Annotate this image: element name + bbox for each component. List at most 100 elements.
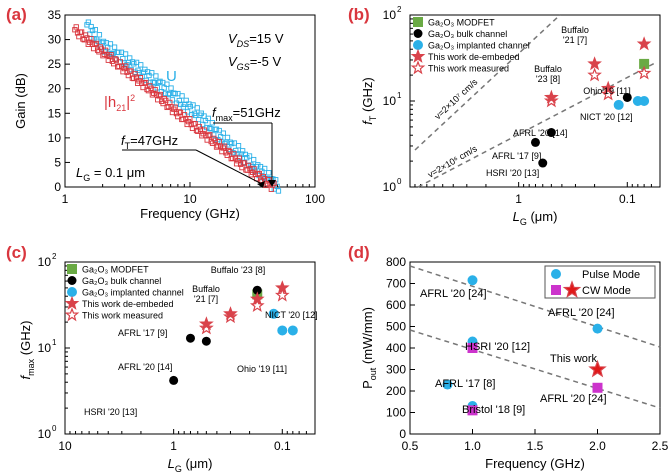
annotation: AFRL '17 [9] bbox=[492, 151, 541, 161]
u-point bbox=[206, 125, 213, 131]
pulse-point bbox=[442, 379, 453, 390]
legend-label: This work de-embeded bbox=[428, 52, 520, 62]
h21-point bbox=[92, 41, 98, 48]
h21-point bbox=[187, 116, 193, 122]
u-point bbox=[96, 32, 103, 38]
legend-marker bbox=[410, 48, 426, 63]
legend-label: Ga₂O₃ implanted channel bbox=[82, 288, 184, 298]
d-ytick-label: 700 bbox=[386, 277, 406, 291]
d-xtick-label: 2.5 bbox=[652, 439, 668, 453]
h21-point bbox=[152, 86, 158, 93]
panel-d-xlabel: Frequency (GHz) bbox=[485, 456, 585, 471]
d-ytick-label: 300 bbox=[386, 363, 406, 377]
legend-label: This work de-embeded bbox=[82, 299, 174, 309]
panel-c-xlabel: LG (μm) bbox=[168, 456, 213, 474]
xtick-label: 10 bbox=[58, 439, 72, 453]
u-point bbox=[262, 165, 268, 172]
ft-annotation: fT=47GHz bbox=[121, 133, 178, 151]
panel-b-tag: (b) bbox=[348, 5, 370, 24]
ytick-exponent: 2 bbox=[397, 5, 402, 14]
h21-point bbox=[132, 71, 138, 77]
annotation: HSRI '20 [13] bbox=[84, 407, 137, 417]
legend-label: Ga₂O₃ MODFET bbox=[428, 18, 495, 28]
h21-point bbox=[128, 68, 134, 74]
data-point bbox=[546, 128, 556, 138]
annotation: '23 [8] bbox=[536, 74, 560, 84]
u-point bbox=[107, 41, 114, 47]
a-ytick-label: 25 bbox=[48, 57, 62, 71]
annotation: Buffalo bbox=[534, 64, 562, 74]
h21-point bbox=[143, 79, 149, 86]
data-point bbox=[249, 297, 265, 312]
h21-point bbox=[93, 40, 99, 47]
u-point bbox=[127, 55, 133, 61]
panel-a-ylabel: Gain (dB) bbox=[13, 73, 28, 129]
h21-point bbox=[185, 118, 192, 125]
d-ytick-label: 0 bbox=[399, 427, 406, 441]
data-point bbox=[223, 306, 238, 320]
h21-point bbox=[141, 80, 148, 86]
ytick-label: 10 bbox=[38, 341, 52, 355]
a-ytick-label: 5 bbox=[54, 155, 61, 169]
legend-label: Ga₂O₃ MODFET bbox=[82, 265, 149, 275]
h21-point bbox=[123, 63, 129, 69]
data-point bbox=[636, 36, 652, 51]
legend-marker bbox=[562, 280, 582, 298]
legend-label: Ga₂O₃ implanted channel bbox=[428, 41, 530, 51]
u-point bbox=[235, 143, 242, 149]
h21-point bbox=[205, 133, 212, 139]
annotation: Buffalo bbox=[561, 25, 589, 35]
data-point bbox=[600, 86, 616, 101]
u-point bbox=[149, 70, 155, 76]
trend-line-cw bbox=[409, 329, 661, 409]
xtick-label: 1 bbox=[170, 439, 177, 453]
ytick-exponent: 0 bbox=[397, 177, 402, 186]
h21-point bbox=[264, 180, 270, 187]
annotation: AFRL '20 [14] bbox=[118, 362, 172, 372]
u-point bbox=[194, 105, 200, 111]
ytick-label: 10 bbox=[38, 427, 52, 441]
panel-a: (a) Frequency (GHz) Gain (dB) 1 10 100 0 5 10… bbox=[6, 5, 325, 221]
h21-series-label: |h21|2 bbox=[104, 93, 135, 113]
annotation: NICT '20 [12] bbox=[265, 310, 318, 320]
h21-point bbox=[108, 52, 114, 58]
h21-point bbox=[201, 127, 208, 133]
cw-point bbox=[467, 343, 478, 353]
h21-point bbox=[192, 120, 198, 127]
u-point bbox=[239, 148, 246, 154]
xtick-label: 0.1 bbox=[274, 439, 291, 453]
a-ytick-label: 0 bbox=[54, 180, 61, 194]
u-point bbox=[131, 61, 137, 67]
xtick-label: 0.1 bbox=[619, 192, 636, 206]
u-point bbox=[88, 23, 94, 30]
data-point bbox=[587, 56, 602, 71]
ytick-label: 10 bbox=[38, 255, 52, 269]
h21-point bbox=[156, 93, 162, 99]
ytick-exponent: 1 bbox=[397, 91, 402, 100]
annotation: AFRL '17 [9] bbox=[118, 328, 167, 338]
annotation: This work bbox=[550, 353, 598, 365]
u-point bbox=[184, 109, 191, 115]
trend-line-pulse bbox=[409, 265, 661, 348]
legend-marker bbox=[410, 60, 426, 75]
u-point bbox=[150, 79, 156, 85]
cw-point bbox=[592, 382, 603, 393]
h21-point bbox=[225, 147, 232, 154]
h21-point bbox=[151, 90, 157, 96]
d-ytick-label: 200 bbox=[386, 384, 406, 398]
u-point bbox=[122, 51, 129, 57]
annotation: AFRL '20 [14] bbox=[513, 128, 567, 138]
ytick-label: 10 bbox=[383, 8, 397, 22]
ytick-label: 10 bbox=[383, 180, 397, 194]
ytick-exponent: 0 bbox=[52, 424, 57, 433]
xtick-label: 1 bbox=[515, 192, 522, 206]
data-point bbox=[198, 320, 214, 335]
data-point bbox=[287, 325, 298, 336]
data-point bbox=[274, 287, 290, 302]
pulse-point bbox=[592, 323, 603, 334]
d-ytick-label: 500 bbox=[386, 320, 406, 334]
data-point bbox=[622, 92, 632, 102]
h21-point bbox=[256, 170, 262, 177]
u-point bbox=[231, 140, 238, 146]
